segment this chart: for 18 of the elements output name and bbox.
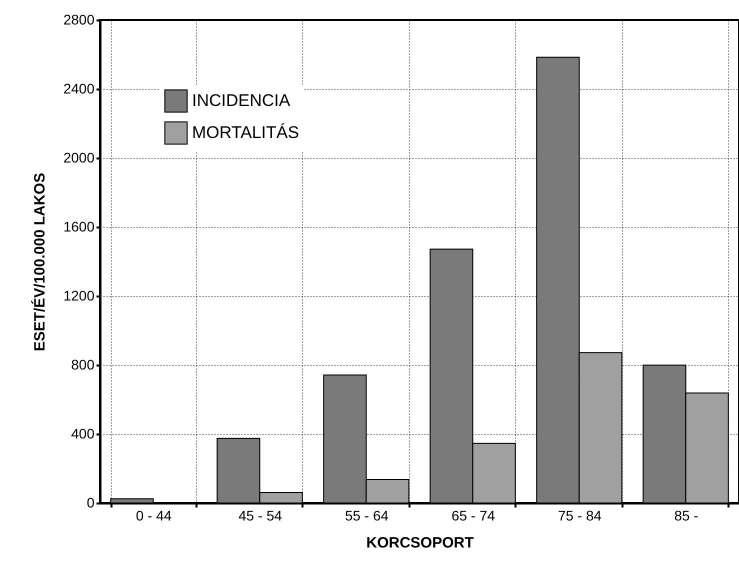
legend-label: INCIDENCIA xyxy=(192,91,291,110)
legend-label: MORTALITÁS xyxy=(192,123,300,142)
x-tick-label: 55 - 64 xyxy=(344,508,389,524)
x-axis-title: KORCSOPORT xyxy=(366,534,474,552)
y-tick-label: 0 xyxy=(86,494,95,510)
y-tick-label: 1600 xyxy=(63,218,95,234)
y-tick-label: 1200 xyxy=(63,288,95,304)
x-tick-label: 85 - xyxy=(674,508,699,524)
y-tick-label: 800 xyxy=(71,356,95,372)
x-tick-label: 75 - 84 xyxy=(558,508,602,524)
x-tick-label: 0 - 44 xyxy=(136,508,172,524)
x-tick-label: 65 - 74 xyxy=(451,508,496,524)
x-tick-label: 45 - 54 xyxy=(238,508,282,524)
y-tick-label: 2800 xyxy=(63,12,95,28)
y-tick-label: 400 xyxy=(71,426,95,442)
y-tick-label: 2000 xyxy=(63,150,95,166)
y-axis-title: ESET/ÉV/100.000 LAKOS xyxy=(30,172,48,352)
y-tick-label: 2400 xyxy=(63,80,95,96)
